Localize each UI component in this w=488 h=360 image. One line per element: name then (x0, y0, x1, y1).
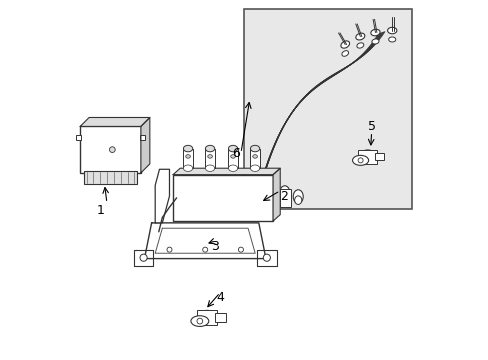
Bar (280, 189, 290, 207)
Text: 6: 6 (232, 147, 240, 160)
Ellipse shape (293, 190, 303, 203)
Ellipse shape (197, 310, 216, 325)
Ellipse shape (185, 155, 190, 158)
Ellipse shape (340, 41, 349, 48)
Bar (140, 135, 145, 140)
Polygon shape (134, 249, 153, 266)
Bar (228, 149, 237, 168)
Ellipse shape (228, 145, 237, 152)
Ellipse shape (341, 51, 348, 56)
Ellipse shape (355, 33, 364, 40)
Ellipse shape (370, 29, 379, 36)
Circle shape (197, 318, 203, 324)
Ellipse shape (281, 192, 288, 201)
Text: 4: 4 (216, 291, 224, 305)
Polygon shape (173, 168, 280, 175)
Text: 1: 1 (97, 204, 104, 217)
Ellipse shape (250, 165, 259, 171)
Text: 5: 5 (367, 120, 376, 133)
Bar (214, 313, 225, 322)
Circle shape (357, 158, 363, 163)
Ellipse shape (254, 184, 261, 193)
Polygon shape (155, 169, 169, 223)
Ellipse shape (352, 156, 368, 165)
Ellipse shape (205, 145, 214, 152)
Ellipse shape (294, 196, 301, 204)
Ellipse shape (267, 188, 274, 197)
Text: 3: 3 (211, 240, 219, 253)
Circle shape (238, 247, 243, 252)
Bar (197, 310, 216, 325)
Ellipse shape (252, 178, 263, 192)
Ellipse shape (388, 37, 395, 42)
Bar (250, 149, 259, 168)
Ellipse shape (190, 316, 208, 327)
FancyBboxPatch shape (80, 126, 141, 173)
Bar (83, 171, 137, 184)
Text: 2: 2 (279, 190, 287, 203)
Polygon shape (272, 168, 280, 221)
Circle shape (140, 254, 147, 261)
Bar (183, 149, 192, 168)
Polygon shape (80, 117, 149, 126)
Ellipse shape (371, 39, 378, 44)
Circle shape (166, 247, 172, 252)
Ellipse shape (252, 155, 257, 158)
Bar (374, 153, 383, 160)
Ellipse shape (183, 145, 192, 152)
Polygon shape (141, 117, 149, 173)
Ellipse shape (228, 165, 237, 171)
Polygon shape (144, 223, 265, 258)
Ellipse shape (358, 150, 376, 163)
Ellipse shape (266, 182, 276, 195)
Bar (358, 150, 376, 163)
Ellipse shape (183, 165, 192, 171)
Ellipse shape (205, 165, 214, 171)
Polygon shape (257, 249, 276, 266)
Ellipse shape (279, 186, 289, 199)
Ellipse shape (250, 145, 259, 152)
Bar (205, 149, 214, 168)
Circle shape (109, 147, 115, 153)
Ellipse shape (356, 43, 363, 48)
Circle shape (203, 247, 207, 252)
Bar (244, 9, 411, 208)
Ellipse shape (230, 155, 235, 158)
Ellipse shape (207, 155, 212, 158)
Bar (76, 135, 81, 140)
FancyBboxPatch shape (173, 175, 272, 221)
Ellipse shape (387, 27, 396, 34)
Circle shape (263, 254, 270, 261)
